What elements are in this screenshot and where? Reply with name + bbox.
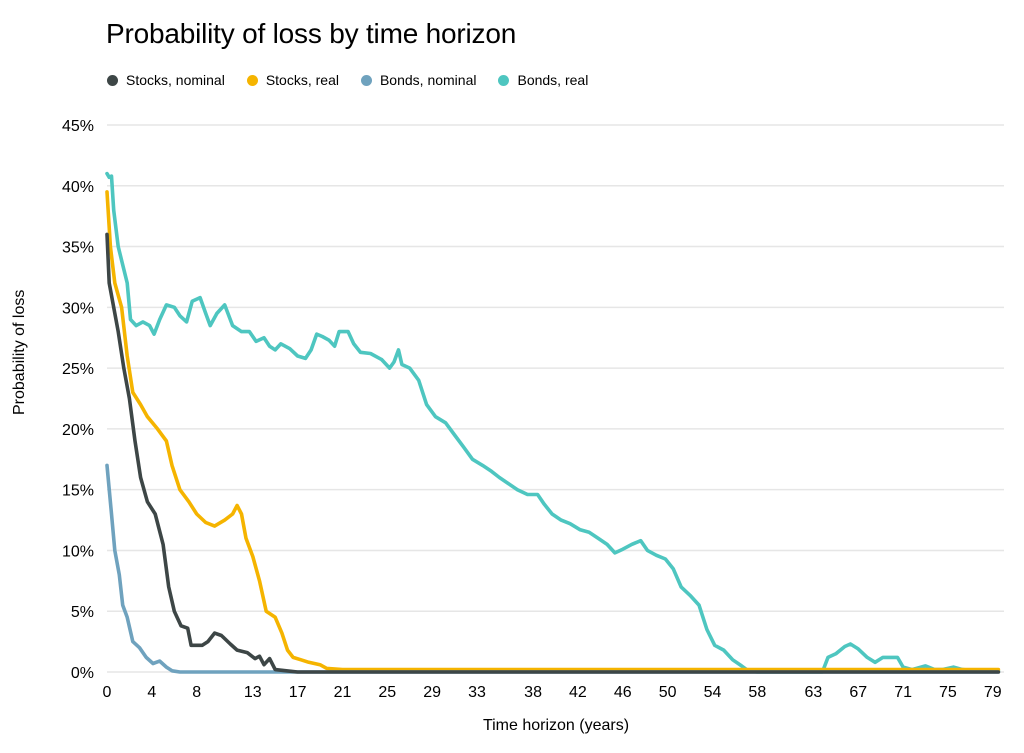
y-tick-label: 20% xyxy=(62,422,94,439)
y-tick-label: 40% xyxy=(62,179,94,196)
series-line-bonds-nominal[interactable] xyxy=(105,463,1001,674)
series-line-bonds-real[interactable] xyxy=(105,171,1001,674)
legend-label-bonds-nominal: Bonds, nominal xyxy=(379,72,477,88)
legend: Stocks, nominal Stocks, real Bonds, nomi… xyxy=(107,72,610,88)
y-tick-label: 30% xyxy=(62,300,94,317)
legend-label-bonds-real: Bonds, real xyxy=(517,72,589,88)
legend-item-bonds-nominal[interactable]: Bonds, nominal xyxy=(360,72,477,88)
legend-item-bonds-real[interactable]: Bonds, real xyxy=(498,72,588,88)
x-tick-label: 46 xyxy=(614,684,632,701)
series-line-stocks-real[interactable] xyxy=(105,190,1001,672)
x-tick-label: 58 xyxy=(748,684,766,701)
x-tick-label: 13 xyxy=(244,684,262,701)
x-tick-label: 0 xyxy=(103,684,112,701)
legend-label-stocks-nominal: Stocks, nominal xyxy=(126,72,225,88)
y-tick-label: 35% xyxy=(62,240,94,257)
x-tick-label: 63 xyxy=(804,684,822,701)
legend-marker-bonds-real xyxy=(498,74,510,86)
x-axis-label: Time horizon (years) xyxy=(482,717,630,734)
y-axis-label: Probability of loss xyxy=(11,289,28,415)
y-tick-label: 5% xyxy=(71,604,94,621)
y-tick-label: 15% xyxy=(62,483,94,500)
legend-marker-bonds-nominal xyxy=(360,74,372,86)
x-tick-label: 67 xyxy=(849,684,867,701)
y-tick-label: 10% xyxy=(62,543,94,560)
y-tick-label: 45% xyxy=(62,118,94,135)
x-tick-label: 21 xyxy=(334,684,352,701)
x-tick-label: 54 xyxy=(704,684,722,701)
x-tick-label: 75 xyxy=(939,684,957,701)
x-tick-label: 33 xyxy=(468,684,486,701)
x-tick-label: 8 xyxy=(192,684,201,701)
legend-item-stocks-real[interactable]: Stocks, real xyxy=(246,72,339,88)
x-tick-label: 42 xyxy=(569,684,587,701)
x-tick-label: 50 xyxy=(659,684,677,701)
x-tick-label: 4 xyxy=(147,684,156,701)
x-tick-label: 79 xyxy=(984,684,1002,701)
x-tick-label: 38 xyxy=(524,684,542,701)
x-tick-label: 17 xyxy=(289,684,307,701)
x-tick-label: 71 xyxy=(894,684,912,701)
x-tick-label: 29 xyxy=(423,684,441,701)
y-tick-label: 25% xyxy=(62,361,94,378)
chart-title: Probability of loss by time horizon xyxy=(106,18,517,49)
legend-label-stocks-real: Stocks, real xyxy=(265,72,339,88)
x-tick-label: 25 xyxy=(378,684,396,701)
legend-item-stocks-nominal[interactable]: Stocks, nominal xyxy=(107,72,225,88)
series-line-stocks-nominal[interactable] xyxy=(105,232,1001,674)
y-tick-label: 0% xyxy=(71,665,94,682)
legend-marker-stocks-real xyxy=(246,74,258,86)
legend-marker-stocks-nominal xyxy=(107,74,118,86)
